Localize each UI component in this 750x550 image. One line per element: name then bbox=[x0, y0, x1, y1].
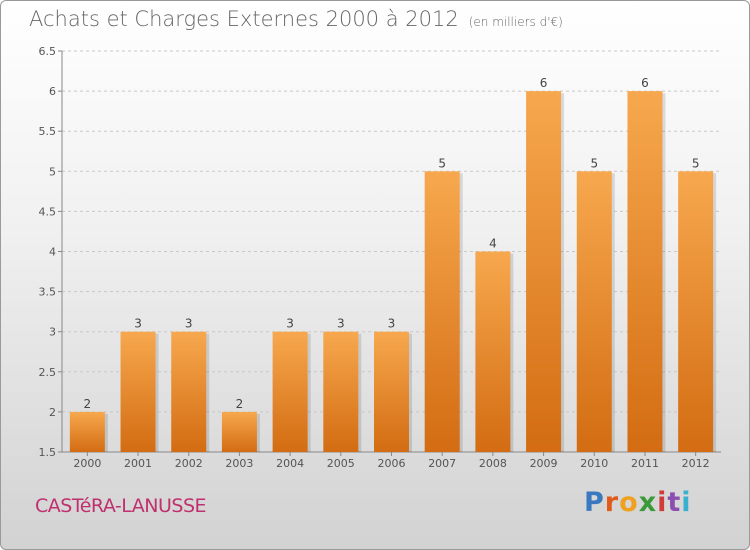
bar bbox=[120, 331, 156, 452]
x-tick-label: 2007 bbox=[428, 457, 456, 470]
brand-letter: i bbox=[657, 487, 668, 518]
x-tick-label: 2011 bbox=[631, 457, 659, 470]
data-label: 5 bbox=[590, 156, 598, 170]
bar bbox=[475, 251, 511, 452]
bar bbox=[272, 331, 308, 452]
x-tick-label: 2010 bbox=[580, 457, 608, 470]
y-tick-label: 3 bbox=[49, 326, 56, 339]
chart-title-text: Achats et Charges Externes 2000 à 2012 bbox=[29, 7, 459, 31]
unit-note: (en milliers d'€) bbox=[468, 15, 563, 29]
y-tick-label: 4.5 bbox=[39, 205, 57, 218]
y-tick-label: 2 bbox=[49, 406, 56, 419]
x-tick-label: 2006 bbox=[378, 457, 406, 470]
brand-letter: r bbox=[604, 487, 620, 518]
y-tick-label: 2.5 bbox=[39, 366, 57, 379]
bar bbox=[576, 171, 612, 453]
x-tick-label: 2000 bbox=[73, 457, 101, 470]
data-label: 3 bbox=[388, 317, 396, 331]
chart-title: Achats et Charges Externes 2000 à 2012 (e… bbox=[29, 7, 563, 31]
data-label: 6 bbox=[641, 76, 649, 90]
data-label: 3 bbox=[134, 317, 142, 331]
brand-letter: P bbox=[584, 487, 605, 518]
proxiti-logo: Proxiti bbox=[584, 487, 692, 518]
bar bbox=[69, 411, 105, 452]
x-tick-label: 2008 bbox=[479, 457, 507, 470]
data-label: 3 bbox=[185, 317, 193, 331]
data-label: 3 bbox=[286, 317, 294, 331]
data-label: 4 bbox=[489, 237, 497, 251]
x-tick-label: 2005 bbox=[327, 457, 355, 470]
x-tick-label: 2002 bbox=[175, 457, 203, 470]
y-tick-label: 6.5 bbox=[39, 45, 57, 58]
x-tick-label: 2009 bbox=[530, 457, 558, 470]
x-tick-label: 2012 bbox=[682, 457, 710, 470]
bar bbox=[678, 171, 714, 453]
bar bbox=[374, 331, 409, 452]
bar bbox=[627, 91, 663, 452]
y-tick-label: 1.5 bbox=[39, 446, 57, 459]
y-tick-label: 5.5 bbox=[39, 125, 57, 138]
commune-name: CASTéRA-LANUSSE bbox=[35, 495, 207, 517]
brand-letter: i bbox=[681, 487, 692, 518]
y-tick-label: 3.5 bbox=[39, 286, 57, 299]
data-label: 5 bbox=[692, 156, 700, 170]
y-tick-label: 4 bbox=[49, 246, 56, 259]
bar bbox=[171, 331, 207, 452]
brand-letter: o bbox=[619, 487, 639, 518]
bar bbox=[424, 171, 460, 453]
data-label: 2 bbox=[84, 397, 92, 411]
brand-letter: t bbox=[667, 487, 682, 518]
x-tick-label: 2003 bbox=[225, 457, 253, 470]
brand-letter: x bbox=[638, 487, 658, 518]
y-tick-label: 6 bbox=[49, 85, 56, 98]
data-label: 5 bbox=[438, 156, 446, 170]
y-tick-label: 5 bbox=[49, 165, 56, 178]
x-tick-label: 2004 bbox=[276, 457, 304, 470]
bar bbox=[221, 411, 257, 452]
bar bbox=[323, 331, 359, 452]
data-label: 6 bbox=[540, 76, 548, 90]
data-label: 3 bbox=[337, 317, 345, 331]
data-label: 2 bbox=[236, 397, 244, 411]
bar bbox=[526, 91, 562, 452]
x-tick-label: 2001 bbox=[124, 457, 152, 470]
